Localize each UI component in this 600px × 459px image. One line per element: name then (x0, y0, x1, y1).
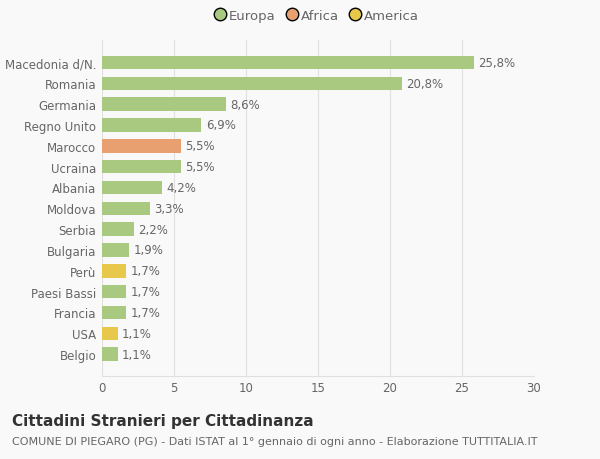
Bar (102, 56, 473, 70)
Bar (102, 181, 163, 195)
Bar (102, 264, 127, 278)
Text: 25,8%: 25,8% (478, 57, 515, 70)
Bar (102, 77, 401, 91)
Bar (102, 285, 127, 299)
Bar (102, 98, 226, 112)
Text: 1,1%: 1,1% (122, 348, 152, 361)
Text: 3,3%: 3,3% (154, 202, 184, 215)
Text: 1,1%: 1,1% (122, 327, 152, 340)
Bar (102, 161, 181, 174)
Text: Cittadini Stranieri per Cittadinanza: Cittadini Stranieri per Cittadinanza (12, 413, 314, 428)
Bar (102, 244, 130, 257)
Text: 1,7%: 1,7% (131, 285, 161, 298)
Text: 20,8%: 20,8% (406, 78, 443, 90)
Bar (102, 347, 118, 361)
Text: 1,9%: 1,9% (134, 244, 164, 257)
Text: 4,2%: 4,2% (167, 182, 197, 195)
Text: 8,6%: 8,6% (230, 98, 260, 112)
Bar (102, 223, 134, 236)
Text: 5,5%: 5,5% (185, 140, 215, 153)
Bar (102, 140, 181, 153)
Bar (102, 119, 202, 133)
Text: 1,7%: 1,7% (131, 265, 161, 278)
Text: 1,7%: 1,7% (131, 306, 161, 319)
Text: 2,2%: 2,2% (138, 223, 168, 236)
Bar (102, 202, 149, 216)
Legend: Europa, Africa, America: Europa, Africa, America (212, 4, 424, 28)
Text: 6,9%: 6,9% (206, 119, 236, 132)
Bar (102, 306, 127, 319)
Text: COMUNE DI PIEGARO (PG) - Dati ISTAT al 1° gennaio di ogni anno - Elaborazione TU: COMUNE DI PIEGARO (PG) - Dati ISTAT al 1… (12, 436, 538, 446)
Text: 5,5%: 5,5% (185, 161, 215, 174)
Bar (102, 327, 118, 341)
